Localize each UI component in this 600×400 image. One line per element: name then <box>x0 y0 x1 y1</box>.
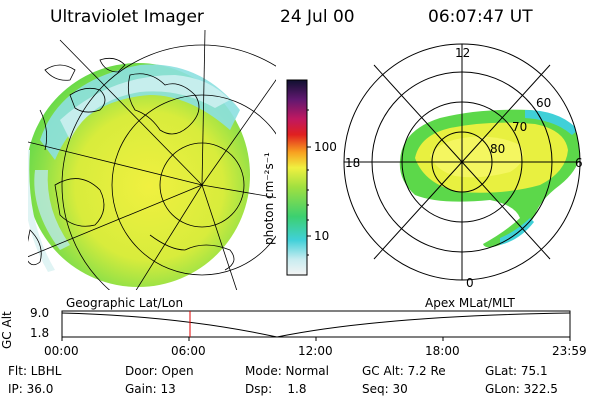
info-door: Door: Open <box>125 364 194 378</box>
mlt-label-0: 0 <box>466 276 474 290</box>
x-tick-2359: 23:59 <box>552 344 587 358</box>
geographic-image-panel <box>28 29 276 290</box>
apex-label: Apex MLat/MLT <box>425 296 515 310</box>
x-tick-0600: 06:00 <box>171 344 206 358</box>
info-filter: Flt: LBHL <box>8 364 62 378</box>
colorbar-tick-10: 10 <box>314 229 330 243</box>
colorbar-tick-100: 100 <box>314 140 337 154</box>
info-gain: Gain: 13 <box>125 382 176 396</box>
x-tick-1800: 18:00 <box>425 344 460 358</box>
colorbar-ticks <box>307 109 311 256</box>
info-seq: Seq: 30 <box>362 382 408 396</box>
geographic-label: Geographic Lat/Lon <box>66 296 184 310</box>
gc-alt-axis-title: GC Alt <box>0 311 14 349</box>
mlt-label-18: 18 <box>345 156 361 170</box>
info-ip: IP: 36.0 <box>8 382 54 396</box>
info-mode: Mode: Normal <box>245 364 329 378</box>
mlt-label-6: 6 <box>575 156 583 170</box>
info-glat: GLat: 75.1 <box>485 364 548 378</box>
polar-panel <box>343 43 581 281</box>
info-dsp: Dsp: 1.8 <box>245 382 307 396</box>
mlt-label-12: 12 <box>455 46 471 60</box>
lat-label-80: 80 <box>490 142 506 156</box>
geo-grid <box>28 29 276 290</box>
lat-label-60: 60 <box>536 96 552 110</box>
y-tick-1-8: 1.8 <box>30 326 50 340</box>
y-tick-9: 9.0 <box>30 306 50 320</box>
altitude-curve <box>61 312 571 338</box>
observation-date: 24 Jul 00 <box>280 7 355 27</box>
timeline-x-ticks <box>61 337 571 341</box>
colorbar <box>286 79 308 276</box>
lat-label-70: 70 <box>512 120 528 134</box>
info-gc-alt: GC Alt: 7.2 Re <box>362 364 446 378</box>
altitude-timeline <box>61 310 571 341</box>
polar-grid <box>343 43 581 281</box>
x-tick-1200: 12:00 <box>298 344 333 358</box>
x-tick-0000: 00:00 <box>44 344 79 358</box>
colorbar-unit-label: photon cm⁻²s⁻¹ <box>262 152 276 245</box>
info-glon: GLon: 322.5 <box>485 382 558 396</box>
observation-time: 06:07:47 UT <box>428 7 533 27</box>
instrument-title: Ultraviolet Imager <box>50 7 204 27</box>
